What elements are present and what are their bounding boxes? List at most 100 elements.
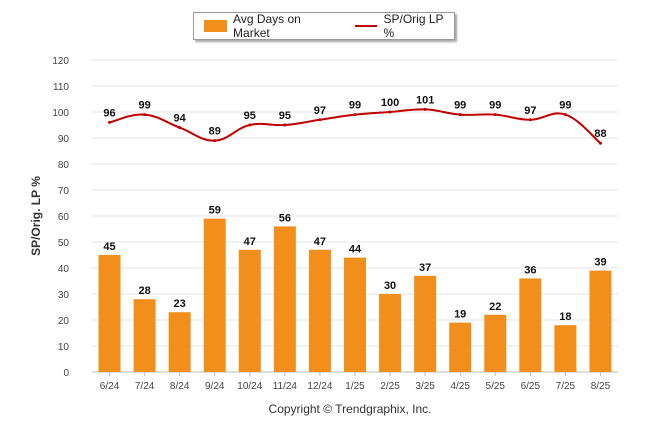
y-tick-label: 70 (58, 186, 70, 197)
bar-6/25 (519, 278, 542, 372)
legend-swatch-bar (204, 20, 228, 32)
x-tick-label: 7/24 (135, 381, 155, 392)
y-tick-label: 120 (52, 56, 69, 67)
bar-7/25 (554, 325, 577, 372)
line-data-labels: 96 99 94 89 95 95 97 99 100 101 99 99 97 99 88 (103, 94, 606, 140)
bar-8/24 (168, 312, 191, 372)
bar-value-label: 59 (209, 205, 221, 217)
y-tick-label: 20 (58, 316, 70, 327)
line-value-label: 99 (454, 100, 466, 112)
bar-value-label: 19 (454, 309, 466, 321)
y-tick-label: 50 (58, 238, 70, 249)
bar-value-label: 18 (559, 311, 571, 323)
legend-item-line[interactable]: SP/Orig LP % (337, 12, 454, 40)
y-tick-label: 100 (52, 108, 69, 119)
y-tick-label: 80 (58, 160, 70, 171)
line-point-5/25 (493, 113, 497, 117)
y-tick-label: 0 (63, 368, 69, 379)
bar-data-labels: 45 28 23 59 47 56 47 44 30 37 19 22 36 18 39 (103, 205, 606, 324)
line-value-label: 99 (138, 100, 150, 112)
line-point-2/25 (388, 110, 392, 114)
line-point-8/24 (178, 126, 182, 130)
y-tick-label: 60 (58, 212, 70, 223)
bar-value-label: 37 (419, 262, 431, 274)
y-tick-label: 40 (58, 264, 70, 275)
x-tick-label: 6/25 (521, 381, 541, 392)
line-point-3/25 (423, 107, 427, 111)
x-tick-label: 8/25 (591, 381, 611, 392)
bar-value-label: 47 (314, 236, 326, 248)
x-tick-label: 4/25 (450, 381, 470, 392)
bar-value-label: 36 (524, 264, 536, 276)
bar-value-label: 23 (174, 298, 186, 310)
bar-6/24 (98, 255, 121, 372)
line-point-4/25 (458, 113, 462, 117)
bar-value-label: 47 (244, 236, 256, 248)
y-tick-label: 90 (58, 134, 70, 145)
y-tick-label: 110 (53, 82, 69, 93)
line-point-7/25 (563, 113, 567, 117)
line-value-label: 99 (349, 100, 361, 112)
line-value-label: 95 (244, 110, 256, 122)
legend-item-bar[interactable]: Avg Days on Market (194, 12, 337, 40)
x-tick-label: 8/24 (170, 381, 190, 392)
line-point-12/24 (318, 118, 322, 122)
bar-value-label: 44 (349, 244, 362, 256)
x-tick-label: 7/25 (556, 381, 576, 392)
x-axis-ticks: 6/24 7/24 8/24 9/24 10/24 11/24 12/24 1/25 2/25 3… (100, 372, 611, 392)
bar-11/24 (273, 226, 296, 372)
x-tick-label: 12/24 (307, 381, 332, 392)
line-point-7/24 (143, 113, 147, 117)
y-tick-label: 10 (58, 342, 70, 353)
line-value-label: 101 (416, 94, 434, 106)
line-point-10/24 (248, 123, 252, 127)
bar-value-label: 56 (279, 212, 291, 224)
line-value-label: 95 (279, 110, 291, 122)
bar-12/24 (308, 249, 331, 372)
line-point-1/25 (353, 113, 357, 117)
x-tick-label: 6/24 (100, 381, 120, 392)
line-value-label: 94 (174, 113, 187, 125)
line-value-label: 99 (559, 100, 571, 112)
bar-value-label: 28 (138, 285, 150, 297)
x-tick-label: 9/24 (205, 381, 225, 392)
bar-7/24 (133, 299, 156, 372)
line-point-9/24 (213, 139, 217, 143)
bar-5/25 (484, 314, 507, 372)
bar-series (98, 218, 612, 372)
bar-10/24 (238, 249, 261, 372)
bar-value-label: 45 (103, 241, 115, 253)
x-tick-label: 2/25 (380, 381, 400, 392)
line-value-label: 97 (314, 105, 326, 117)
line-value-label: 97 (524, 105, 536, 117)
legend-swatch-line (354, 25, 378, 27)
bar-9/24 (203, 218, 226, 372)
line-point-8/25 (598, 141, 602, 145)
bar-value-label: 30 (384, 280, 396, 292)
line-point-6/24 (108, 120, 112, 124)
bar-2/25 (379, 294, 402, 372)
legend: Avg Days on Market SP/Orig LP % (193, 12, 455, 40)
bar-3/25 (414, 275, 437, 372)
bar-value-label: 22 (489, 301, 501, 313)
x-tick-label: 3/25 (415, 381, 435, 392)
line-value-label: 100 (381, 97, 399, 109)
legend-label-line: SP/Orig LP % (383, 12, 444, 40)
x-tick-label: 11/24 (273, 381, 298, 392)
x-tick-label: 5/25 (486, 381, 506, 392)
x-tick-label: 1/25 (345, 381, 365, 392)
bar-8/25 (589, 270, 612, 372)
bar-value-label: 39 (594, 257, 606, 269)
line-point-11/24 (283, 123, 287, 127)
y-axis-ticks: 0 10 20 30 40 50 60 70 80 90 100 110 120 (52, 56, 69, 379)
y-axis-label: SP/Orig. LP % (29, 176, 43, 256)
x-tick-label: 10/24 (237, 381, 262, 392)
line-series (108, 107, 602, 145)
legend-label-bar: Avg Days on Market (233, 12, 301, 40)
line-value-label: 96 (103, 107, 115, 119)
copyright-footer: Copyright © Trendgraphix, Inc. (268, 402, 432, 416)
line-value-label: 99 (489, 100, 501, 112)
line-point-6/25 (528, 118, 532, 122)
bar-4/25 (449, 322, 472, 372)
